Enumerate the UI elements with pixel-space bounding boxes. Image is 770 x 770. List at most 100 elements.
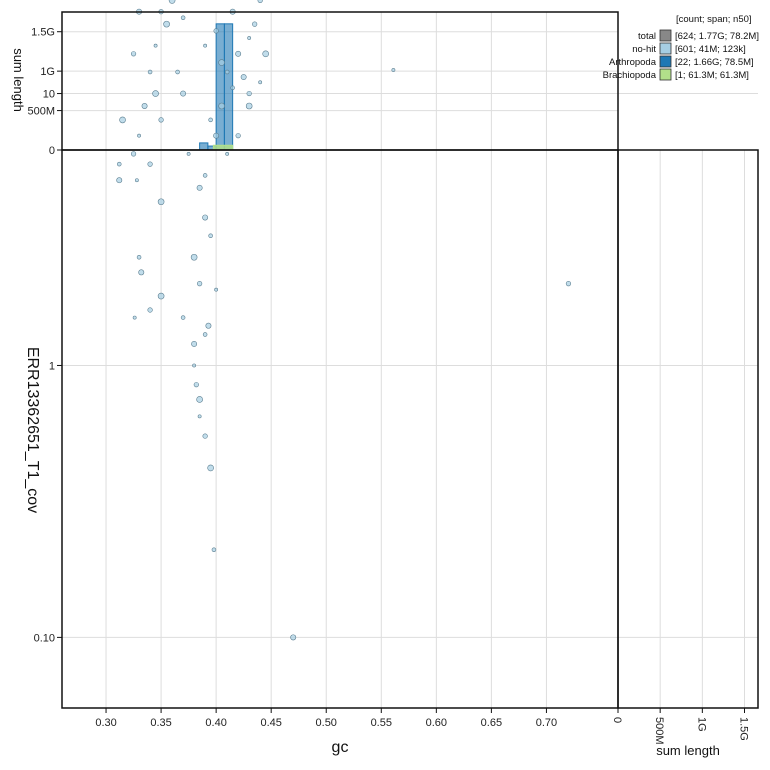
no-hit-point xyxy=(224,69,230,75)
no-hit-point xyxy=(565,281,572,287)
no-hit-point xyxy=(225,151,230,156)
no-hit-point xyxy=(180,90,187,97)
main-x-tick-label: 0.50 xyxy=(316,717,337,729)
no-hit-point xyxy=(207,464,214,472)
main-y-axis-ticks: 0.101101001k xyxy=(34,89,62,644)
no-hit-point xyxy=(134,178,139,183)
right-histogram-gridlines xyxy=(617,93,758,708)
top-y-tick-label: 1.5G xyxy=(31,27,55,39)
no-hit-point xyxy=(202,214,209,221)
no-hit-point xyxy=(163,20,170,28)
main-x-tick-label: 0.55 xyxy=(371,717,392,729)
no-hit-point xyxy=(258,80,263,85)
no-hit-point xyxy=(193,382,199,388)
main-x-axis-ticks: 0.30 0.35 0.40 0.45 0.50 0.55 0.60 0.65 0.70 xyxy=(95,708,557,729)
no-hit-point xyxy=(157,292,165,300)
no-hit-point xyxy=(192,363,197,368)
legend-label: Brachiopoda xyxy=(603,70,657,81)
no-hit-point xyxy=(290,634,297,641)
legend-swatch xyxy=(659,68,672,81)
no-hit-point xyxy=(203,43,208,48)
legend-label: total xyxy=(638,31,656,42)
no-hit-point xyxy=(119,116,126,124)
no-hit-point xyxy=(138,269,145,276)
no-hit-point xyxy=(157,198,165,206)
no-hit-point xyxy=(247,36,252,40)
no-hit-point xyxy=(218,59,225,66)
main-plot-frame xyxy=(61,149,619,709)
no-hit-point xyxy=(180,15,186,20)
main-x-tick-label: 0.60 xyxy=(426,717,447,729)
no-hit-point xyxy=(205,322,212,329)
no-hit-point xyxy=(136,255,142,260)
legend-header: [count; span; n50] xyxy=(676,14,752,25)
no-hit-point xyxy=(197,281,203,287)
legend-stats: [601; 41M; 123k] xyxy=(675,44,746,55)
legend-label: Arthropoda xyxy=(609,57,657,68)
no-hit-point xyxy=(214,287,219,292)
main-y-tick-label: 1 xyxy=(49,360,55,372)
main-x-tick-label: 0.40 xyxy=(205,717,226,729)
right-x-tick-label: 0 xyxy=(611,717,623,723)
no-hit-point xyxy=(235,133,241,139)
no-hit-point xyxy=(257,0,263,4)
no-hit-point xyxy=(202,332,208,337)
legend-stats: [624; 1.77G; 78.2M] xyxy=(675,31,759,42)
no-hit-point xyxy=(152,90,159,97)
no-hit-point xyxy=(202,433,208,439)
top-histogram-y-axis-ticks: 0 500M 1G 1.5G xyxy=(27,27,62,157)
no-hit-point xyxy=(213,28,219,34)
no-hit-point xyxy=(213,132,220,139)
no-hit-point xyxy=(197,414,202,419)
main-x-tick-label: 0.70 xyxy=(536,717,557,729)
no-hit-point xyxy=(262,50,269,58)
no-hit-point xyxy=(252,21,258,27)
no-hit-point xyxy=(211,547,217,553)
no-hit-point xyxy=(246,90,252,97)
no-hit-point xyxy=(208,233,213,238)
x-axis-title: gc xyxy=(332,739,349,756)
right-histogram-x-axis-ticks: 0 500M 1G 1.5G xyxy=(611,708,750,745)
no-hit-point xyxy=(190,253,198,261)
no-hit-point xyxy=(116,177,123,184)
top-histogram-frame xyxy=(61,11,619,151)
top-histogram-bar xyxy=(199,142,209,151)
no-hit-point xyxy=(147,161,153,167)
main-x-tick-label: 0.30 xyxy=(95,717,116,729)
no-hit-point xyxy=(218,102,225,110)
no-hit-point xyxy=(208,117,213,123)
legend-swatch xyxy=(659,42,672,55)
no-hit-point xyxy=(147,307,153,313)
legend: [count; span; n50] total [624; 1.77G; 78.… xyxy=(603,14,759,81)
top-histogram-gridlines xyxy=(62,12,618,151)
no-hit-point xyxy=(230,85,235,91)
no-hit-point xyxy=(245,102,253,110)
no-hit-point xyxy=(130,51,137,57)
no-hit-point xyxy=(132,315,137,320)
legend-stats: [1; 61.3M; 61.3M] xyxy=(675,70,749,81)
top-y-tick-label: 1G xyxy=(40,66,55,78)
legend-swatch xyxy=(659,29,672,42)
no-hit-point xyxy=(130,151,137,157)
no-hit-point xyxy=(202,173,208,178)
no-hit-point xyxy=(153,43,158,48)
no-hit-point xyxy=(196,396,203,403)
top-histogram-bars xyxy=(199,23,234,151)
legend-label: no-hit xyxy=(632,44,656,55)
no-hit-point xyxy=(147,69,153,75)
no-hit-point xyxy=(196,184,203,191)
top-y-tick-label: 0 xyxy=(49,145,55,157)
right-histogram-frame xyxy=(617,149,759,709)
no-hit-point xyxy=(180,315,186,320)
no-hit-point xyxy=(240,74,247,80)
scatter-points xyxy=(116,0,572,641)
right-histogram-x-axis-title: sum length xyxy=(656,743,720,758)
no-hit-point xyxy=(235,50,242,57)
top-histogram-bar xyxy=(215,23,225,151)
no-hit-point xyxy=(186,151,191,156)
top-y-tick-label: 500M xyxy=(27,106,55,118)
main-y-tick-label: 0.10 xyxy=(34,632,55,644)
right-x-tick-label: 1G xyxy=(695,717,707,732)
legend-stats: [22; 1.66G; 78.5M] xyxy=(675,57,754,68)
